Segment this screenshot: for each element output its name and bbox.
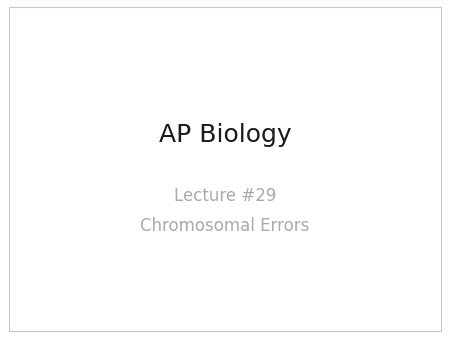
- Text: Lecture #29: Lecture #29: [174, 187, 276, 205]
- Text: AP Biology: AP Biology: [159, 123, 291, 147]
- Text: Chromosomal Errors: Chromosomal Errors: [140, 217, 310, 236]
